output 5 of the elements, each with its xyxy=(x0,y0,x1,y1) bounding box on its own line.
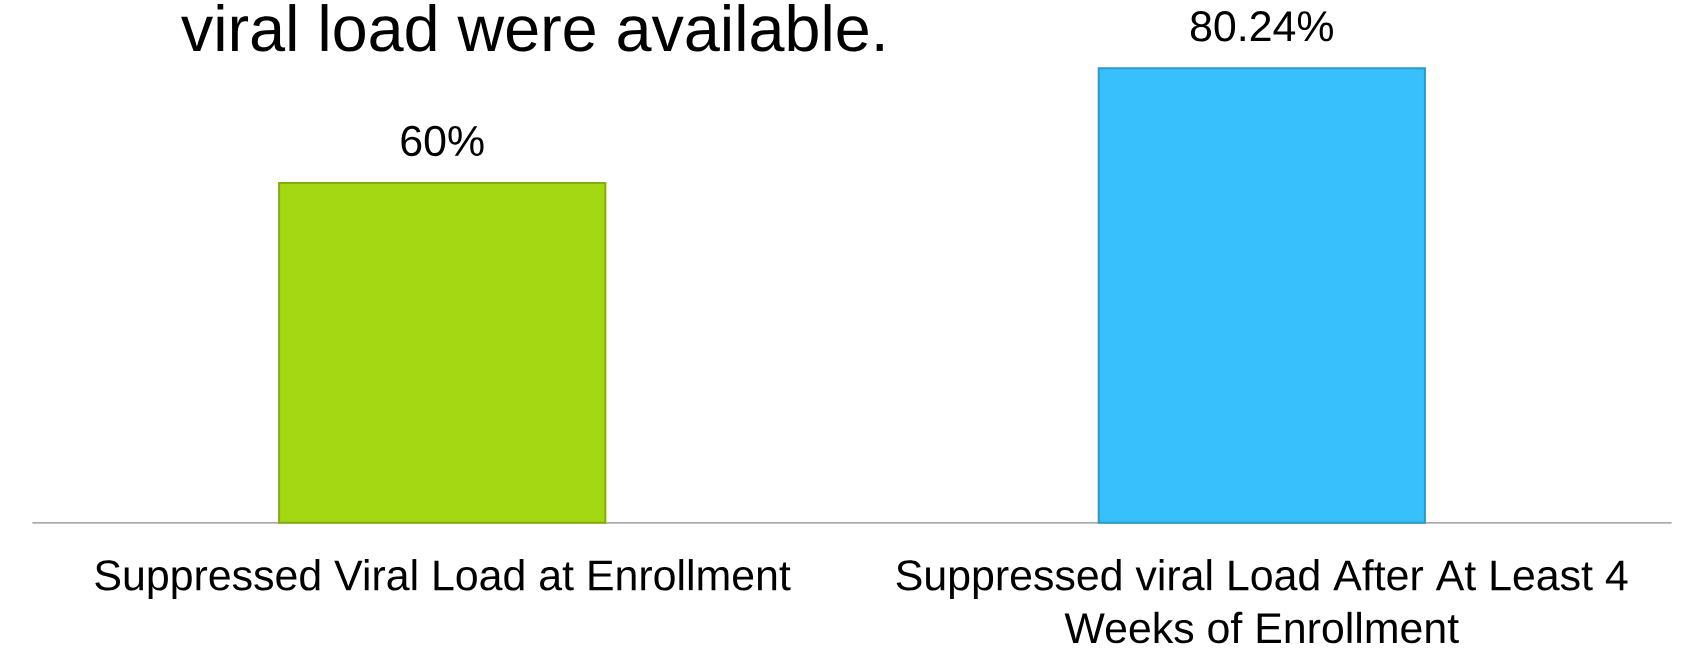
data-label: 80.24% xyxy=(1190,11,1333,42)
x-tick-label: Suppressed viral Load After At Least 4 Weeks of Enrollment xyxy=(896,559,1628,644)
x-tick-label: Suppressed Viral Load at Enrollment xyxy=(95,559,791,600)
chart-title: viral load were available. xyxy=(181,4,883,52)
data-label: 60% xyxy=(401,125,484,157)
